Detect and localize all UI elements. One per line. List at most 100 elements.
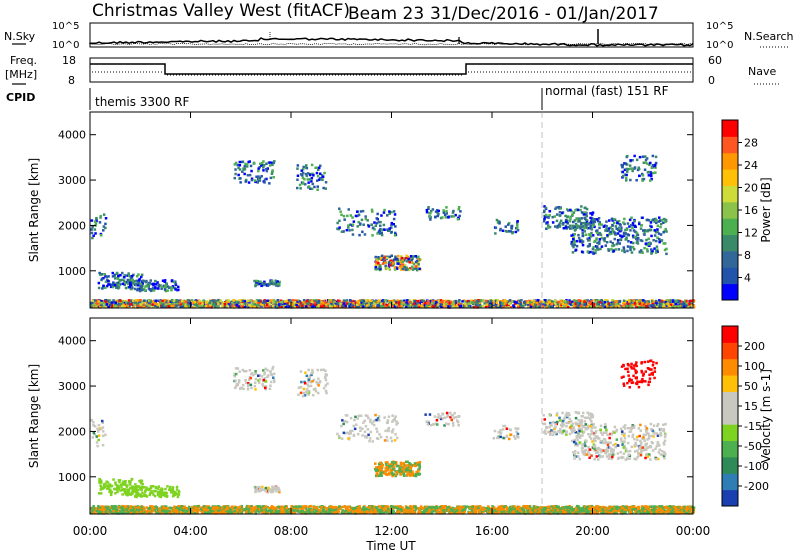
- echo-cell: [93, 220, 97, 223]
- echo-cell: [317, 300, 321, 303]
- echo-cell: [148, 281, 151, 285]
- echo-cell: [305, 374, 309, 378]
- echo-cell: [381, 262, 385, 265]
- echo-cell: [340, 230, 344, 233]
- echo-cell: [396, 259, 399, 263]
- echo-cell: [227, 299, 230, 302]
- echo-cell: [675, 299, 678, 302]
- echo-cell: [506, 303, 510, 307]
- echo-cell: [376, 304, 379, 308]
- echo-cell: [589, 212, 592, 215]
- echo-cell: [378, 268, 382, 272]
- echo-cell: [609, 230, 612, 234]
- echo-cell: [384, 264, 387, 268]
- echo-cell: [588, 435, 592, 439]
- echo-cell: [642, 161, 646, 164]
- echo-cell: [270, 372, 273, 376]
- echo-cell: [245, 165, 249, 168]
- echo-cell: [136, 299, 140, 302]
- echo-cell: [583, 306, 586, 309]
- echo-cell: [627, 453, 631, 456]
- echo-cell: [257, 169, 260, 173]
- echo-cell: [362, 421, 365, 424]
- echo-cell: [633, 167, 636, 170]
- echo-cell: [569, 227, 572, 230]
- echo-cell: [171, 488, 174, 491]
- echo-cell: [571, 431, 574, 434]
- echo-cell: [313, 185, 316, 189]
- echo-cell: [645, 430, 648, 433]
- echo-cell: [254, 301, 257, 305]
- echo-cell: [603, 237, 606, 240]
- echo-cell: [574, 442, 578, 445]
- echo-cell: [399, 302, 403, 306]
- echo-cell: [378, 264, 382, 267]
- echo-cell: [530, 301, 533, 304]
- echo-cell: [362, 299, 366, 303]
- echo-cell: [346, 431, 349, 435]
- echo-cell: [241, 303, 245, 307]
- echo-cell: [406, 471, 410, 474]
- echo-cell: [551, 215, 554, 219]
- echo-cell: [570, 242, 573, 246]
- echo-cell: [391, 305, 395, 308]
- echo-cell: [323, 171, 326, 175]
- echo-cell: [264, 299, 267, 303]
- echo-cell: [555, 213, 559, 216]
- echo-cell: [172, 280, 176, 284]
- echo-cell: [408, 300, 411, 304]
- echo-cell: [402, 301, 406, 304]
- echo-cell: [588, 453, 591, 456]
- echo-cell: [406, 460, 409, 464]
- echo-cell: [651, 249, 654, 253]
- echo-cell: [217, 305, 220, 309]
- echo-cell: [427, 304, 430, 308]
- echo-cell: [109, 493, 113, 497]
- echo-cell: [98, 221, 102, 224]
- echo-cell: [653, 247, 656, 250]
- echo-cell: [99, 488, 103, 491]
- echo-cell: [444, 422, 448, 425]
- echo-cell: [592, 224, 595, 227]
- echo-cell: [308, 376, 311, 380]
- echo-cell: [243, 302, 247, 305]
- echo-cell: [348, 305, 352, 309]
- echo-cell: [574, 431, 577, 434]
- echo-cell: [653, 432, 656, 435]
- echo-cell: [266, 375, 269, 378]
- echo-cell: [311, 299, 315, 302]
- echo-cell: [312, 388, 316, 391]
- echo-cell: [387, 265, 391, 268]
- echo-cell: [398, 302, 401, 306]
- echo-cell: [654, 161, 658, 165]
- echo-cell: [402, 467, 405, 471]
- echo-cell: [562, 221, 565, 225]
- echo-cell: [309, 384, 313, 388]
- echo-cell: [259, 299, 262, 303]
- echo-cell: [576, 451, 580, 454]
- echo-cell: [624, 228, 627, 232]
- echo-cell: [531, 303, 534, 306]
- echo-cell: [253, 384, 257, 388]
- echo-cell: [646, 248, 649, 251]
- echo-cell: [608, 219, 611, 222]
- echo-cell: [383, 228, 386, 231]
- echo-cell: [664, 220, 667, 224]
- echo-cell: [402, 465, 406, 468]
- echo-cell: [138, 479, 141, 483]
- echo-cell: [644, 302, 648, 305]
- echo-cell: [305, 164, 308, 167]
- echo-cell: [128, 304, 131, 307]
- echo-cell: [400, 265, 403, 268]
- echo-cell: [629, 229, 632, 232]
- echo-cell: [382, 300, 385, 303]
- echo-cell: [610, 457, 613, 461]
- echo-cell: [238, 299, 242, 303]
- echo-cell: [512, 304, 515, 307]
- echo-cell: [425, 304, 428, 308]
- echo-cell: [134, 483, 137, 486]
- echo-cell: [578, 434, 582, 437]
- echo-cell: [164, 487, 167, 491]
- echo-cell: [634, 302, 637, 305]
